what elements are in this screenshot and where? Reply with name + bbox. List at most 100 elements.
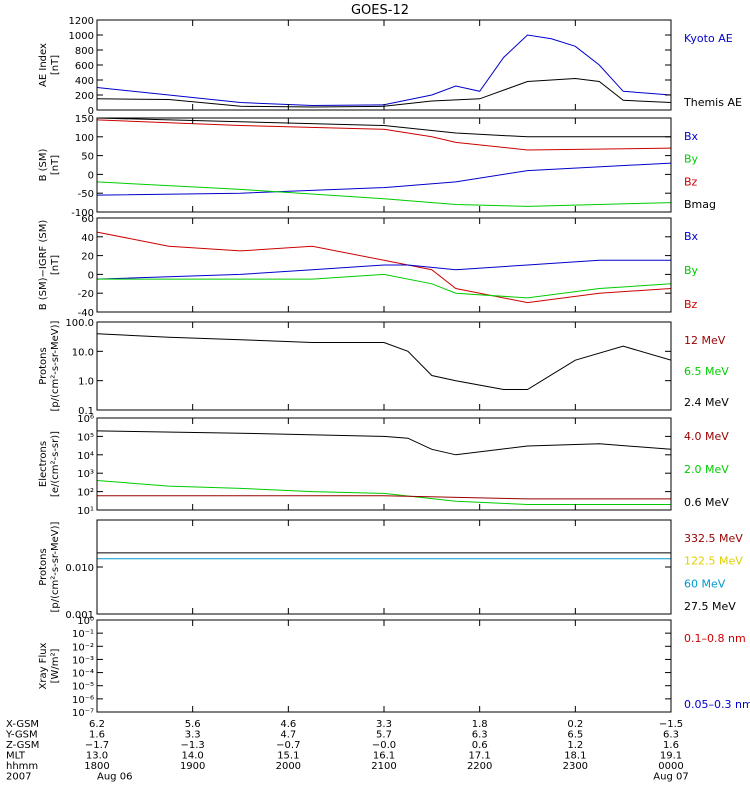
- x-column-value: 15.1: [277, 751, 299, 762]
- y-axis-label: Protons: [38, 347, 49, 384]
- legend-entry: 332.5 MeV: [684, 532, 743, 545]
- y-tick-label: 400: [75, 76, 94, 87]
- legend-entry: Bx: [684, 230, 699, 243]
- panel-frame: [96, 117, 672, 213]
- y-tick-label: 40: [81, 233, 94, 244]
- x-column-value: 18.1: [564, 751, 586, 762]
- legend-entry: 60 MeV: [684, 577, 726, 590]
- panel-6: 0.001 0.010 Protons [p/(cm²-s-sr-MeV)] 332.5…: [38, 519, 743, 621]
- y-tick-label: 50: [81, 152, 94, 163]
- y-tick-label: 0: [88, 170, 94, 181]
- legend-entry: Kyoto AE: [684, 32, 733, 45]
- legend-entry: Bmag: [684, 198, 716, 211]
- x-column-value: 6.3: [663, 730, 679, 741]
- x-row-label: Z-GSM: [6, 740, 39, 751]
- x-column-value: −1.5: [659, 719, 683, 730]
- y-tick-label: 10⁻¹: [72, 629, 94, 640]
- y-tick-label: 10⁻⁶: [72, 695, 94, 706]
- y-tick-label: 10⁻⁴: [72, 669, 94, 680]
- legend-entry: Themis AE: [683, 96, 742, 109]
- x-column-value: 16.1: [373, 751, 395, 762]
- y-tick-label: 0.1: [78, 406, 94, 417]
- y-tick-label: 100: [75, 133, 94, 144]
- series-line-1: [97, 430, 671, 456]
- legend-entry: By: [684, 153, 699, 166]
- legend-entry: 0.05–0.3 nm: [684, 698, 750, 711]
- legend-entry: 2.4 MeV: [684, 396, 729, 409]
- y-tick-label: 10⁻²: [72, 642, 94, 653]
- panel-frame: [96, 519, 672, 615]
- x-axis-table: X-GSMY-GSMZ-GSMMLThhmm20076.21.6−1.713.0…: [5, 719, 689, 783]
- legend-entry: By: [684, 264, 699, 277]
- x-row-label: X-GSM: [6, 719, 39, 730]
- x-column-value: 3.3: [376, 719, 392, 730]
- y-tick-label: -20: [78, 289, 94, 300]
- series-line-4: [97, 181, 671, 207]
- y-axis-label: [p/(cm²-s-sr-MeV)]: [50, 320, 61, 411]
- y-tick-label: 10⁻³: [72, 655, 94, 666]
- y-axis-label: B (SM)−IGRF (SM): [38, 220, 49, 311]
- panel-1: 0 200 400 600 800 1000 1200 AE Index [nT] Kyoto A…: [38, 16, 742, 117]
- panel-frame: [96, 321, 672, 411]
- y-tick-label: 600: [75, 61, 94, 72]
- y-tick-label: 20: [81, 252, 94, 263]
- x-column-value: 3.3: [185, 730, 201, 741]
- series-line-3: [97, 495, 671, 500]
- panel-5: 10¹ 10² 10³ 10⁴ 10⁵ 10⁶ Electrons [e/(cm²-s-sr)…: [38, 414, 729, 517]
- y-tick-label: 60: [81, 214, 94, 225]
- x-column-value: 0.6: [472, 740, 488, 751]
- x-column-value: 14.0: [182, 751, 204, 762]
- legend-entry: 0.6 MeV: [684, 496, 729, 509]
- legend-entry: Bz: [684, 298, 698, 311]
- x-column-value: 1.8: [472, 719, 488, 730]
- y-tick-label: 1200: [69, 16, 94, 27]
- y-tick-label: 10⁴: [77, 451, 94, 462]
- legend-entry: 122.5 MeV: [684, 555, 743, 568]
- y-axis-label: [nT]: [50, 255, 61, 275]
- y-tick-label: -100: [71, 208, 94, 219]
- y-tick-label: 10²: [77, 488, 94, 499]
- x-column-value: 2000: [276, 761, 301, 772]
- y-axis-label: [nT]: [50, 55, 61, 75]
- y-tick-label: 1000: [69, 31, 94, 42]
- x-column-value: 6.2: [89, 719, 105, 730]
- y-tick-label: 1.0: [78, 377, 94, 388]
- y-axis-label: [p/(cm²-s-sr-MeV)]: [50, 521, 61, 612]
- panel-frame: [96, 619, 672, 713]
- series-line-1: [97, 34, 671, 107]
- y-axis-label: [e/(cm²-s-sr)]: [50, 431, 61, 497]
- series-line-2: [97, 119, 671, 151]
- legend-entry: Bx: [684, 130, 699, 143]
- x-row-label: hhmm: [6, 761, 38, 772]
- y-tick-label: 0.001: [65, 610, 94, 621]
- y-tick-label: 150: [75, 114, 94, 125]
- y-axis-label: B (SM): [38, 148, 49, 181]
- x-column-value: 5.7: [376, 730, 392, 741]
- panel-2: -100 -50 0 50 100 150 B (SM) [nT] Bx By Bz Bmag: [38, 114, 716, 219]
- x-column-value: 1.2: [567, 740, 583, 751]
- x-column-value: 2200: [467, 761, 492, 772]
- x-column-value: Aug 06: [97, 772, 132, 783]
- y-tick-label: 10.0: [72, 347, 94, 358]
- x-column-value: 17.1: [469, 751, 491, 762]
- x-column-value: 0.2: [567, 719, 583, 730]
- legend-entry: 2.0 MeV: [684, 463, 729, 476]
- y-tick-label: 0.010: [65, 563, 94, 574]
- y-tick-label: 10⁵: [77, 432, 94, 443]
- series-line-1: [97, 333, 671, 390]
- x-column-value: −1.3: [181, 740, 205, 751]
- y-axis-label: Xray Flux: [38, 642, 49, 689]
- series-line-3: [97, 273, 671, 299]
- y-tick-label: 800: [75, 46, 94, 57]
- series-line-2: [97, 480, 671, 505]
- legend-entry: 0.1–0.8 nm: [684, 632, 746, 645]
- x-column-value: 0000: [658, 761, 683, 772]
- x-column-value: 6.5: [567, 730, 583, 741]
- x-column-value: 5.6: [185, 719, 201, 730]
- y-axis-label: Electrons: [38, 441, 49, 487]
- y-tick-label: 0: [88, 270, 94, 281]
- y-tick-label: 0: [88, 106, 94, 117]
- legend-entry: 6.5 MeV: [684, 365, 729, 378]
- x-column-value: −1.7: [85, 740, 109, 751]
